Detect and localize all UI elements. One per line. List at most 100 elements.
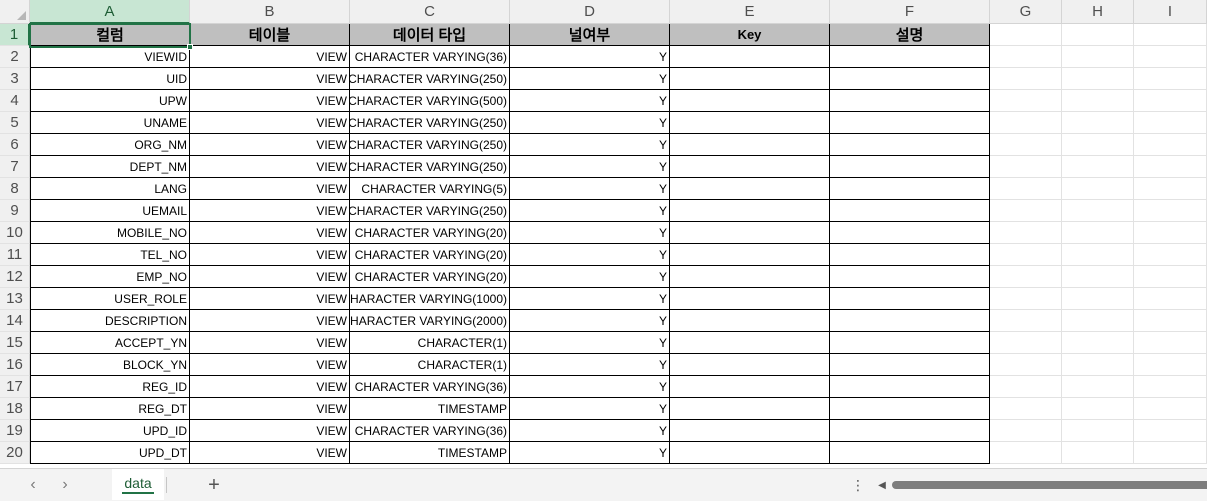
table-cell[interactable]: Y xyxy=(510,68,670,90)
row-header-8[interactable]: 8 xyxy=(0,178,30,200)
empty-cell[interactable] xyxy=(990,178,1062,200)
table-cell[interactable]: MOBILE_NO xyxy=(30,222,190,244)
row-header-17[interactable]: 17 xyxy=(0,376,30,398)
table-cell[interactable]: ACCEPT_YN xyxy=(30,332,190,354)
empty-cell[interactable] xyxy=(990,222,1062,244)
empty-cell[interactable] xyxy=(1062,68,1134,90)
table-cell[interactable]: VIEW xyxy=(190,90,350,112)
empty-cell[interactable] xyxy=(1062,222,1134,244)
table-cell[interactable]: Y xyxy=(510,332,670,354)
empty-cell[interactable] xyxy=(1062,310,1134,332)
column-header-a[interactable]: A xyxy=(30,0,190,24)
table-cell[interactable]: DESCRIPTION xyxy=(30,310,190,332)
table-cell[interactable] xyxy=(830,156,990,178)
empty-cell[interactable] xyxy=(1062,156,1134,178)
table-cell[interactable] xyxy=(670,266,830,288)
empty-cell[interactable] xyxy=(1134,420,1207,442)
table-cell[interactable] xyxy=(670,332,830,354)
row-header-7[interactable]: 7 xyxy=(0,156,30,178)
empty-cell[interactable] xyxy=(1134,112,1207,134)
table-cell[interactable]: CHARACTER VARYING(20) xyxy=(350,244,510,266)
table-cell[interactable]: Y xyxy=(510,420,670,442)
empty-cell[interactable] xyxy=(990,376,1062,398)
empty-cell[interactable] xyxy=(1134,134,1207,156)
table-cell[interactable] xyxy=(670,68,830,90)
empty-cell[interactable] xyxy=(1062,244,1134,266)
table-cell[interactable]: VIEW xyxy=(190,354,350,376)
table-cell[interactable]: VIEW xyxy=(190,442,350,464)
table-cell[interactable]: REG_ID xyxy=(30,376,190,398)
header-cell-d[interactable]: 널여부 xyxy=(510,24,670,46)
table-cell[interactable]: CHARACTER VARYING(5) xyxy=(350,178,510,200)
table-cell[interactable]: Y xyxy=(510,244,670,266)
empty-cell[interactable] xyxy=(1134,332,1207,354)
table-cell[interactable] xyxy=(830,376,990,398)
empty-cell[interactable] xyxy=(990,420,1062,442)
table-cell[interactable]: ORG_NM xyxy=(30,134,190,156)
table-cell[interactable]: VIEW xyxy=(190,244,350,266)
empty-cell[interactable] xyxy=(1062,24,1134,46)
table-cell[interactable]: UID xyxy=(30,68,190,90)
triangle-left-icon[interactable]: ◀ xyxy=(878,479,886,491)
table-cell[interactable]: Y xyxy=(510,200,670,222)
table-cell[interactable]: USER_ROLE xyxy=(30,288,190,310)
row-header-13[interactable]: 13 xyxy=(0,288,30,310)
table-cell[interactable]: CHARACTER VARYING(20) xyxy=(350,222,510,244)
table-cell[interactable]: Y xyxy=(510,376,670,398)
column-header-g[interactable]: G xyxy=(990,0,1062,24)
table-cell[interactable]: Y xyxy=(510,156,670,178)
table-cell[interactable]: VIEW xyxy=(190,200,350,222)
table-cell[interactable] xyxy=(830,442,990,464)
table-cell[interactable]: Y xyxy=(510,266,670,288)
table-cell[interactable] xyxy=(830,178,990,200)
table-cell[interactable] xyxy=(670,442,830,464)
column-header-e[interactable]: E xyxy=(670,0,830,24)
table-cell[interactable] xyxy=(670,310,830,332)
table-cell[interactable]: CHARACTER VARYING(2000) xyxy=(350,310,510,332)
table-cell[interactable] xyxy=(830,200,990,222)
table-cell[interactable]: VIEW xyxy=(190,112,350,134)
table-cell[interactable]: VIEW xyxy=(190,222,350,244)
empty-cell[interactable] xyxy=(990,156,1062,178)
header-cell-a[interactable]: 컬럼 xyxy=(30,24,190,46)
table-cell[interactable]: Y xyxy=(510,178,670,200)
table-cell[interactable]: UPD_DT xyxy=(30,442,190,464)
table-cell[interactable]: CHARACTER VARYING(36) xyxy=(350,420,510,442)
empty-cell[interactable] xyxy=(1062,288,1134,310)
table-cell[interactable]: Y xyxy=(510,310,670,332)
table-cell[interactable]: UPD_ID xyxy=(30,420,190,442)
more-vertical-icon[interactable]: ⋮ xyxy=(851,476,865,493)
empty-cell[interactable] xyxy=(1134,354,1207,376)
empty-cell[interactable] xyxy=(1134,200,1207,222)
table-cell[interactable]: VIEW xyxy=(190,68,350,90)
table-cell[interactable]: CHARACTER VARYING(250) xyxy=(350,112,510,134)
empty-cell[interactable] xyxy=(1134,244,1207,266)
row-header-15[interactable]: 15 xyxy=(0,332,30,354)
empty-cell[interactable] xyxy=(1134,398,1207,420)
empty-cell[interactable] xyxy=(1134,46,1207,68)
empty-cell[interactable] xyxy=(990,200,1062,222)
table-cell[interactable]: VIEW xyxy=(190,420,350,442)
empty-cell[interactable] xyxy=(1062,376,1134,398)
table-cell[interactable] xyxy=(670,156,830,178)
table-cell[interactable]: CHARACTER VARYING(1000) xyxy=(350,288,510,310)
table-cell[interactable]: UPW xyxy=(30,90,190,112)
empty-cell[interactable] xyxy=(990,288,1062,310)
table-cell[interactable]: CHARACTER VARYING(250) xyxy=(350,156,510,178)
empty-cell[interactable] xyxy=(1134,310,1207,332)
row-header-1[interactable]: 1 xyxy=(0,24,30,46)
table-cell[interactable] xyxy=(670,398,830,420)
empty-cell[interactable] xyxy=(1062,90,1134,112)
table-cell[interactable] xyxy=(830,222,990,244)
empty-cell[interactable] xyxy=(1062,398,1134,420)
horizontal-scrollbar[interactable]: ◀ xyxy=(874,478,1207,492)
row-header-16[interactable]: 16 xyxy=(0,354,30,376)
table-cell[interactable]: TEL_NO xyxy=(30,244,190,266)
header-cell-b[interactable]: 테이블 xyxy=(190,24,350,46)
row-header-9[interactable]: 9 xyxy=(0,200,30,222)
empty-cell[interactable] xyxy=(990,442,1062,464)
table-cell[interactable] xyxy=(670,376,830,398)
table-cell[interactable]: CHARACTER VARYING(20) xyxy=(350,266,510,288)
row-header-20[interactable]: 20 xyxy=(0,442,30,464)
